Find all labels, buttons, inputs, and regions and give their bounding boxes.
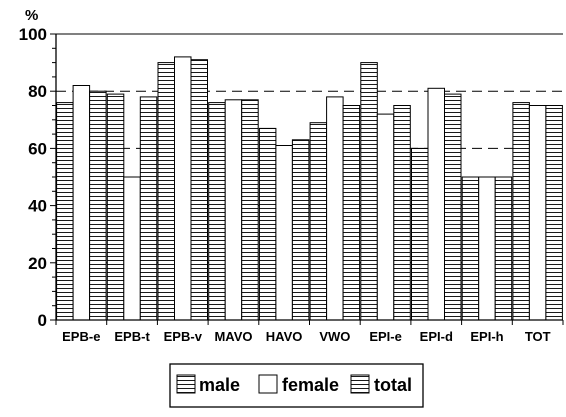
bar-male <box>258 127 277 321</box>
legend-label-total: total <box>374 375 412 395</box>
y-tick-label: 100 <box>19 25 47 44</box>
legend-swatch-total <box>350 374 370 394</box>
x-tick-label: EPB-t <box>114 329 150 344</box>
bar-female <box>376 113 395 321</box>
x-tick-label: EPB-v <box>164 329 203 344</box>
bar-total <box>342 105 361 321</box>
bar-total <box>89 90 107 321</box>
y-tick-label: 80 <box>28 82 47 101</box>
bar-total <box>190 59 208 321</box>
bar-female <box>427 87 445 321</box>
y-tick-label: 40 <box>28 197 47 216</box>
bar-male <box>461 176 480 321</box>
x-tick-label: VWO <box>319 329 350 344</box>
y-tick-label: 60 <box>28 139 47 158</box>
bar-total <box>444 93 462 321</box>
bar-female <box>528 105 547 321</box>
bar-female <box>326 96 344 321</box>
bar-male <box>106 93 125 321</box>
bar-male <box>56 102 74 321</box>
x-tick-label: EPB-e <box>62 329 100 344</box>
bar-total <box>494 176 513 321</box>
bar-male <box>360 62 378 321</box>
bar-total <box>139 96 158 321</box>
bar-female <box>72 85 91 321</box>
x-tick-label: MAVO <box>214 329 252 344</box>
legend-swatch-male <box>176 374 196 394</box>
bar-female <box>275 145 293 321</box>
x-tick-label: EPI-e <box>369 329 402 344</box>
y-tick-label: 0 <box>38 311 47 330</box>
x-tick-label: HAVO <box>266 329 303 344</box>
x-tick-label: EPI-d <box>420 329 453 344</box>
bar-male <box>512 102 530 321</box>
bars <box>56 56 563 321</box>
bar-total <box>291 139 310 321</box>
legend: male female total <box>169 363 424 408</box>
bar-male <box>309 122 328 321</box>
x-tick-label: TOT <box>525 329 551 344</box>
x-tick-label: EPI-h <box>470 329 503 344</box>
bar-female <box>123 176 141 321</box>
legend-swatch-female <box>258 374 278 394</box>
bar-male <box>411 147 429 321</box>
axes: EPB-e EPB-t EPB-v MAVO HAVO VWO EPI-e EPI-d EPI-… <box>19 25 564 344</box>
bar-female <box>478 176 496 321</box>
bar-total <box>241 99 259 321</box>
legend-label-male: male <box>199 375 240 395</box>
bar-total <box>545 105 563 321</box>
bar-female <box>174 56 192 321</box>
y-tick-label: 20 <box>28 254 47 273</box>
legend-box <box>169 363 424 408</box>
legend-label-female: female <box>282 375 339 395</box>
bar-female <box>224 99 243 321</box>
bar-total <box>393 105 411 321</box>
y-axis-unit-label: % <box>25 7 38 24</box>
bar-male <box>208 102 226 321</box>
bar-male <box>157 62 175 321</box>
